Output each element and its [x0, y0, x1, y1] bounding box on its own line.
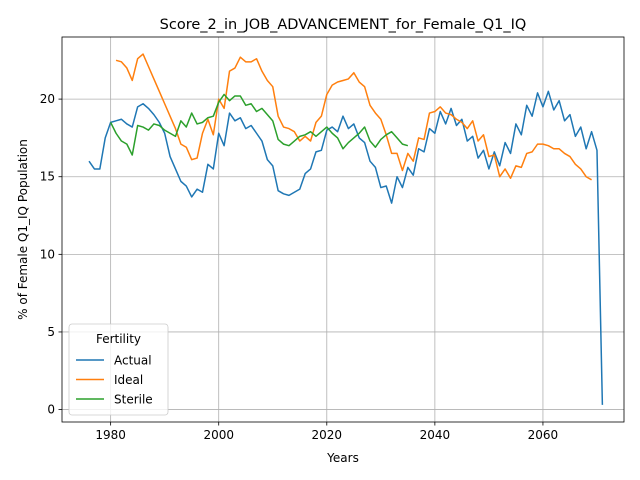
y-tick-label: 5: [47, 325, 55, 339]
series-line-actual: [88, 90, 604, 405]
series-layer: [88, 53, 604, 405]
legend-label-actual: Actual: [114, 354, 152, 368]
y-axis-label: % of Female Q1_IQ Population: [16, 139, 30, 320]
chart-title: Score_2_in_JOB_ADVANCEMENT_for_Female_Q1…: [160, 17, 527, 33]
legend-box: [68, 323, 169, 416]
tick-layer: 1980 2000 2020 2040 2060 0 5 10 15 20: [40, 92, 558, 442]
y-tick-label: 10: [40, 247, 55, 261]
legend-label-ideal: Ideal: [114, 373, 143, 387]
x-tick-label: 2060: [528, 428, 559, 442]
grid-layer: [62, 37, 624, 422]
legend: Fertility Actual Ideal Sterile: [68, 323, 169, 416]
series-line-sterile: [109, 93, 409, 156]
series-line-ideal: [115, 53, 592, 181]
legend-entries: Actual Ideal Sterile: [76, 354, 153, 407]
plot-area-frame: [61, 36, 625, 423]
y-tick-label: 0: [47, 403, 55, 417]
x-tick-label: 2020: [312, 428, 343, 442]
y-tick-label: 20: [40, 92, 55, 106]
x-tick-label: 1980: [95, 428, 126, 442]
x-tick-label: 2000: [203, 428, 234, 442]
legend-label-sterile: Sterile: [114, 393, 153, 407]
y-tick-label: 15: [40, 170, 55, 184]
legend-title: Fertility: [96, 332, 141, 346]
x-tick-label: 2040: [420, 428, 451, 442]
x-axis-label: Years: [326, 451, 359, 465]
